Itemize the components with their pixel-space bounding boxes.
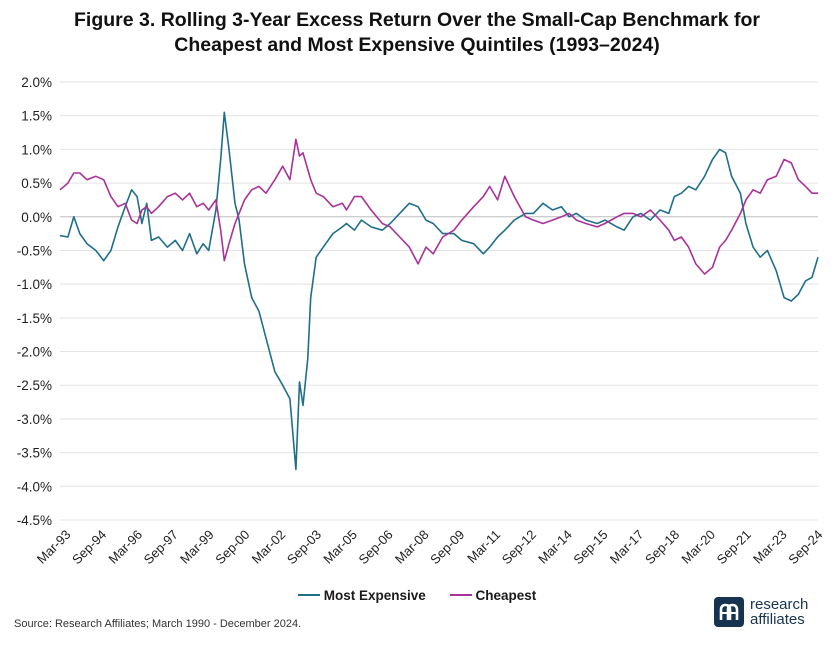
x-tick-label: Sep-24 [785,527,825,567]
x-tick-label: Sep-94 [69,527,109,567]
research-affiliates-logo: research affiliates [714,597,808,627]
x-tick-label: Sep-03 [284,527,324,567]
y-tick-label: 0.5% [21,176,52,191]
x-tick-label: Mar-14 [535,527,575,567]
x-tick-label: Sep-97 [141,527,181,567]
y-axis: 2.0% 1.5% 1.0% 0.5% 0.0% -0.5% -1.0% -1.5% -2.0%… [17,75,52,528]
x-tick-label: Sep-18 [642,527,682,567]
x-tick-label: Mar-08 [392,527,432,567]
x-tick-label: Mar-96 [105,527,145,567]
x-tick-label: Sep-00 [212,527,252,567]
y-tick-label: -3.0% [17,412,52,427]
line-chart: 2.0% 1.5% 1.0% 0.5% 0.0% -0.5% -1.0% -1.5% -2.0%… [17,75,826,567]
logo-text: research affiliates [750,597,808,627]
x-tick-label: Mar-23 [750,527,790,567]
source-note: Source: Research Affiliates; March 1990 … [14,618,302,630]
y-tick-label: 1.0% [21,142,52,157]
x-axis: Mar-93Sep-94Mar-96Sep-97Mar-99Sep-00Mar-… [34,527,826,567]
x-tick-label: Mar-17 [607,527,647,567]
legend: Most Expensive Cheapest [0,584,834,603]
y-tick-label: -4.5% [17,513,52,528]
chart-title: Figure 3. Rolling 3-Year Excess Return O… [0,8,834,58]
x-tick-label: Mar-02 [249,527,289,567]
legend-label-most-expensive: Most Expensive [323,587,426,603]
legend-label-cheapest: Cheapest [475,587,537,603]
legend-swatch-most-expensive [297,594,320,596]
series-lines [59,111,819,471]
y-tick-label: -2.5% [17,378,52,393]
x-tick-label: Mar-99 [177,527,217,567]
y-tick-label: -1.5% [17,311,52,326]
legend-swatch-cheapest [449,594,472,596]
logo-text-line-1: research [750,596,809,613]
legend-item-cheapest: Cheapest [449,587,537,603]
y-tick-label: -4.0% [17,479,52,494]
x-tick-label: Sep-21 [714,527,754,567]
x-tick-label: Mar-11 [464,527,503,566]
x-tick-label: Mar-20 [678,527,718,567]
y-tick-label: 0.0% [21,210,52,225]
legend-item-most-expensive: Most Expensive [297,587,426,603]
y-tick-label: -2.0% [17,345,52,360]
y-tick-label: -3.5% [17,446,52,461]
y-tick-label: 1.5% [21,109,52,124]
x-tick-label: Sep-06 [356,527,396,567]
x-tick-label: Sep-09 [427,527,467,567]
x-tick-label: Sep-12 [499,527,539,567]
x-tick-label: Mar-93 [34,527,74,567]
x-tick-label: Sep-15 [570,527,610,567]
x-tick-label: Mar-05 [320,527,360,567]
series-line-cheapest [59,138,818,275]
y-tick-label: -1.0% [17,277,52,292]
chart-title-line-2: Cheapest and Most Expensive Quintiles (1… [174,34,660,56]
series-line-most-expensive [59,111,819,471]
chart-title-line-1: Figure 3. Rolling 3-Year Excess Return O… [74,9,760,31]
y-tick-label: 2.0% [21,75,52,90]
logo-text-line-2: affiliates [750,611,805,628]
logo-mark-icon [714,597,744,627]
y-tick-label: -0.5% [17,243,52,258]
gridlines [60,81,818,521]
